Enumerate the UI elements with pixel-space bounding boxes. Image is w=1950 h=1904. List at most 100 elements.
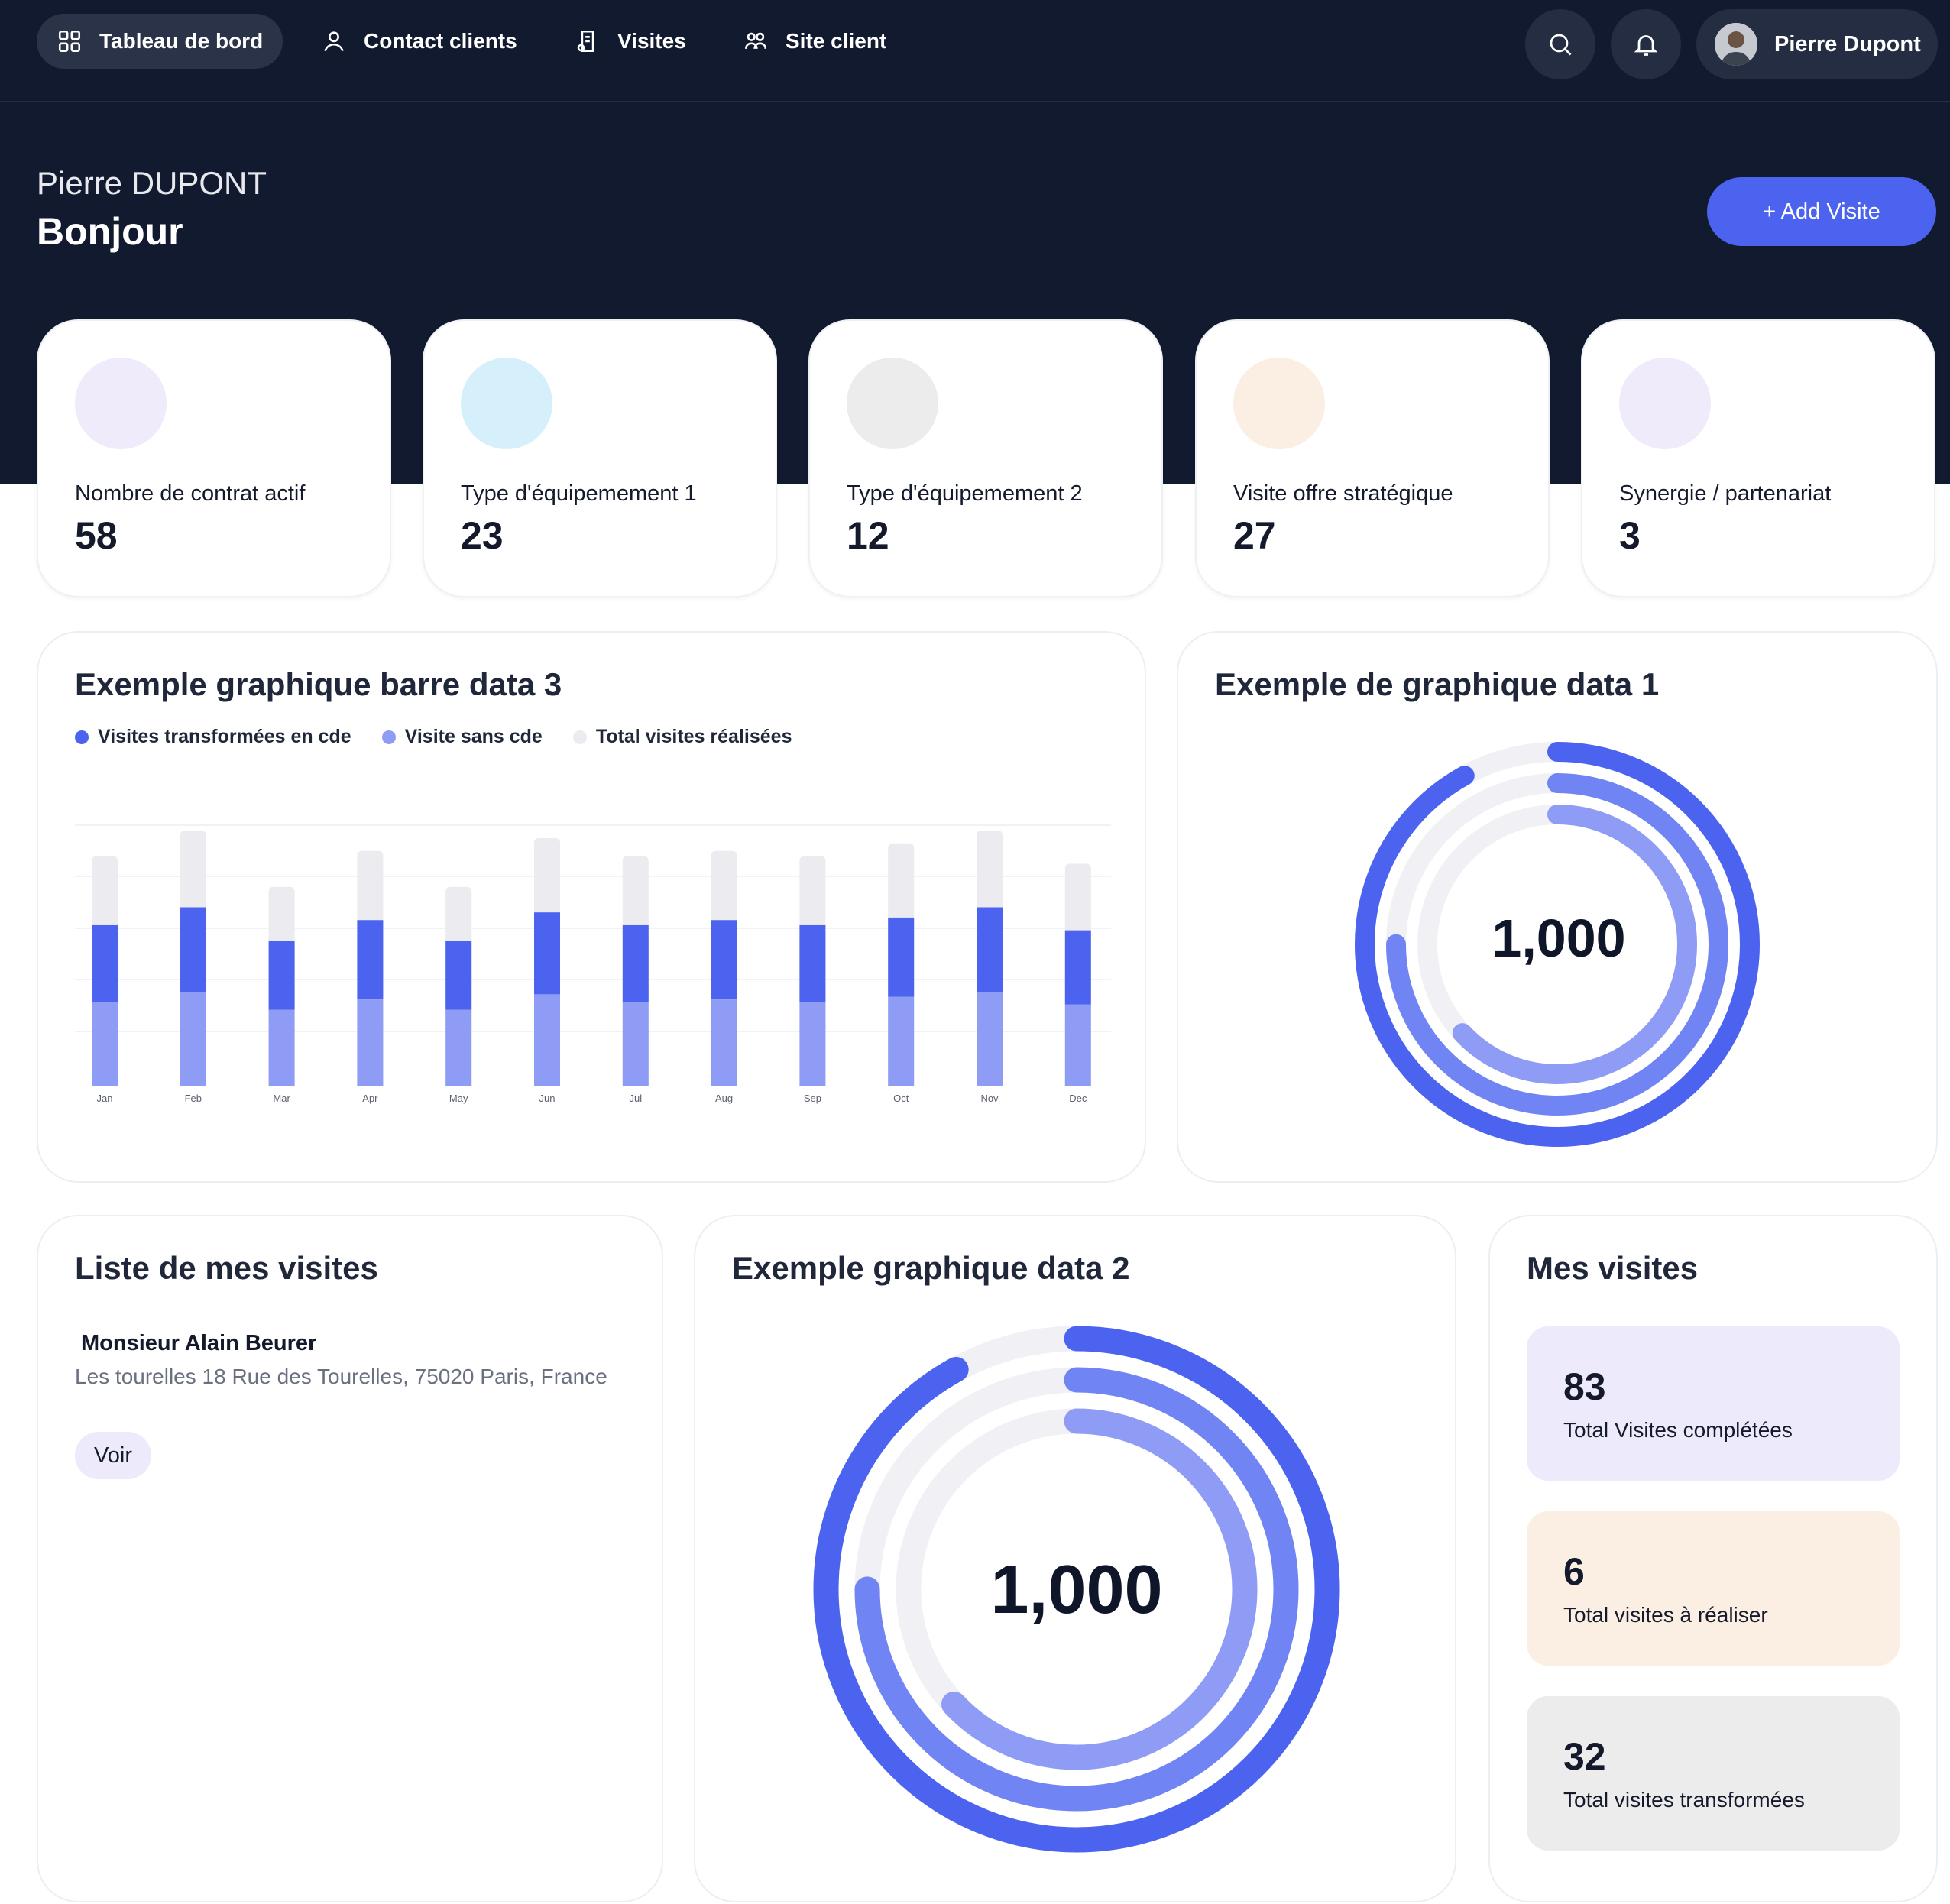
- stat-value: 32: [1563, 1735, 1606, 1778]
- radial-chart-card-1: Exemple de graphique data 1 1,000: [1177, 631, 1938, 1183]
- bar-chart: Jan Feb Mar Apr May Jun Jul Aug Sep Oct Nov Dec: [75, 824, 1111, 1104]
- nav-item-dashboard[interactable]: Tableau de bord: [37, 14, 283, 69]
- users-icon: [744, 32, 767, 50]
- radial-chart-card-2: Exemple graphique data 2 1,000: [694, 1215, 1456, 1902]
- user-icon: [324, 31, 344, 52]
- legend-label: Visite sans cde: [404, 726, 543, 747]
- bar-sans-cde: [534, 994, 560, 1086]
- visit-address: Les tourelles 18 Rue des Tourelles, 7502…: [75, 1365, 607, 1388]
- x-tick-label: Jul: [629, 1093, 642, 1104]
- stat-completed: 83 Total Visites complétées: [1527, 1326, 1900, 1481]
- x-tick-label: Apr: [362, 1093, 378, 1104]
- nav-item-site-client[interactable]: Site client: [743, 14, 886, 69]
- nav-item-label: Site client: [786, 29, 887, 53]
- stat-label: Total Visites complétées: [1563, 1418, 1793, 1442]
- ring-value: [896, 1408, 1258, 1770]
- kpi-card: Nombre de contrat actif 58: [37, 319, 391, 597]
- stat-transformed: 32 Total visites transformées: [1527, 1696, 1900, 1851]
- stat-label: Total visites transformées: [1563, 1788, 1805, 1812]
- kpi-card: Type d'équipemement 2 12: [808, 319, 1163, 597]
- bar-transformed: [1064, 930, 1091, 1005]
- x-tick-label: Aug: [715, 1093, 733, 1104]
- bar-sans-cde: [888, 996, 915, 1086]
- bar-sans-cde: [799, 1002, 826, 1086]
- bar-transformed: [711, 920, 737, 1000]
- radial-chart: [813, 1326, 1340, 1853]
- bar-transformed: [92, 924, 118, 1002]
- user-menu[interactable]: Pierre Dupont: [1696, 9, 1938, 79]
- kpi-value: 3: [1619, 514, 1641, 557]
- bar-transformed: [888, 917, 915, 997]
- x-tick-label: Oct: [893, 1093, 909, 1104]
- bell-icon: [1634, 35, 1658, 56]
- legend-label: Visites transformées en cde: [98, 726, 351, 747]
- kpi-value: 23: [461, 514, 504, 557]
- card-title: Exemple graphique barre data 3: [75, 666, 562, 702]
- kpi-icon: [847, 358, 938, 449]
- kpi-label: Type d'équipemement 1: [461, 481, 697, 506]
- chart-center-value: 1,000: [1492, 908, 1626, 968]
- kpi-value: 12: [847, 514, 889, 557]
- kpi-icon: [461, 358, 552, 449]
- nav-divider: [0, 101, 1950, 102]
- legend-swatch: [75, 730, 89, 744]
- legend-label: Total visites réalisées: [595, 726, 792, 747]
- bar-sans-cde: [711, 999, 737, 1086]
- stat-value: 6: [1563, 1550, 1585, 1593]
- chart-center-value: 1,000: [990, 1552, 1163, 1628]
- stat-label: Total visites à réaliser: [1563, 1603, 1768, 1627]
- ring-value: [813, 1326, 1340, 1853]
- bar-sans-cde: [977, 992, 1003, 1086]
- ring-value: [854, 1367, 1299, 1812]
- x-tick-label: Nov: [980, 1093, 999, 1104]
- legend-swatch: [381, 730, 396, 744]
- bar-transformed: [268, 941, 295, 1010]
- legend-item[interactable]: Total visites réalisées: [572, 726, 792, 748]
- kpi-icon: [1619, 358, 1711, 449]
- ring-value: [1417, 805, 1697, 1084]
- kpi-card: Visite offre stratégique 27: [1195, 319, 1550, 597]
- x-tick-label: Dec: [1069, 1093, 1087, 1104]
- bar-sans-cde: [268, 1009, 295, 1086]
- bar-chart-card: Exemple graphique barre data 3 Visites t…: [37, 631, 1146, 1183]
- add-visite-button[interactable]: + Add Visite: [1707, 177, 1936, 246]
- bar-transformed: [357, 920, 384, 1000]
- card-title: Exemple de graphique data 1: [1215, 666, 1660, 702]
- visits-list-card: Liste de mes visites Monsieur Alain Beur…: [37, 1215, 663, 1902]
- greeting: Bonjour: [37, 210, 183, 253]
- x-tick-label: May: [449, 1093, 468, 1104]
- x-tick-label: Jan: [97, 1093, 113, 1104]
- nav-item-label: Visites: [617, 29, 686, 53]
- card-title: Mes visites: [1527, 1250, 1699, 1286]
- x-tick-label: Jun: [539, 1093, 556, 1104]
- nav-item-visites[interactable]: Visites: [575, 14, 686, 69]
- view-visit-button[interactable]: Voir: [75, 1432, 151, 1479]
- nav-item-label: Contact clients: [364, 29, 517, 53]
- bar-sans-cde: [445, 1009, 472, 1086]
- chart-legend: Visites transformées en cde Visite sans …: [75, 726, 792, 748]
- legend-item[interactable]: Visites transformées en cde: [75, 726, 351, 748]
- legend-swatch: [572, 730, 587, 744]
- search-button[interactable]: [1525, 9, 1595, 79]
- kpi-label: Visite offre stratégique: [1233, 481, 1453, 506]
- nav-item-label: Tableau de bord: [99, 29, 264, 53]
- legend-item[interactable]: Visite sans cde: [381, 726, 543, 748]
- my-visits-card: Mes visites 83 Total Visites complétées …: [1488, 1215, 1938, 1902]
- kpi-label: Synergie / partenariat: [1619, 481, 1832, 506]
- kpi-label: Nombre de contrat actif: [75, 481, 306, 506]
- bar-transformed: [977, 907, 1003, 992]
- user-full-name: Pierre DUPONT: [37, 165, 267, 201]
- kpi-card: Type d'équipemement 1 23: [423, 319, 777, 597]
- card-title: Liste de mes visites: [75, 1250, 378, 1286]
- nav-item-contacts[interactable]: Contact clients: [321, 14, 517, 69]
- bar-sans-cde: [622, 1002, 649, 1086]
- bar-transformed: [445, 941, 472, 1010]
- search-icon: [1550, 34, 1572, 56]
- card-title: Exemple graphique data 2: [732, 1250, 1130, 1286]
- kpi-card: Synergie / partenariat 3: [1581, 319, 1935, 597]
- stat-to-do: 6 Total visites à réaliser: [1527, 1511, 1900, 1666]
- x-tick-label: Sep: [804, 1093, 821, 1104]
- radial-chart: [1355, 742, 1760, 1147]
- notifications-button[interactable]: [1611, 9, 1681, 79]
- kpi-value: 58: [75, 514, 118, 557]
